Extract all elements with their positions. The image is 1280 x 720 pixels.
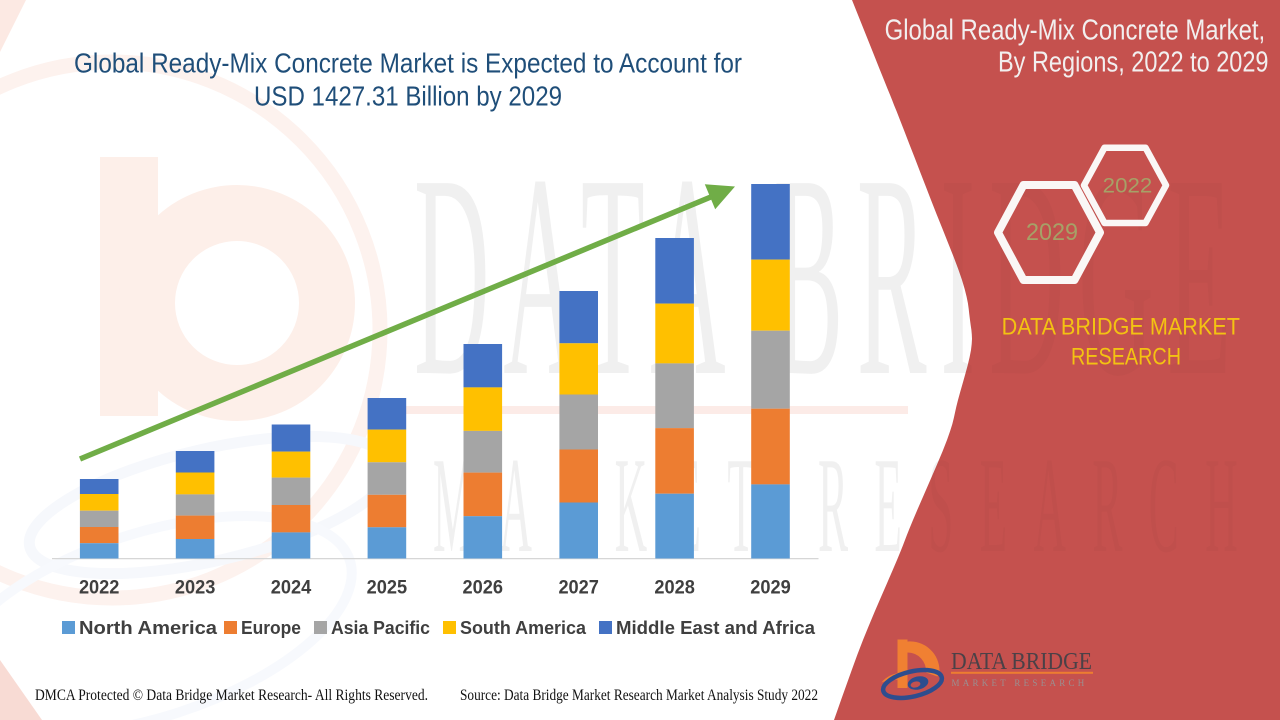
svg-text:2024: 2024 [271, 576, 312, 598]
svg-text:Global Ready-Mix Concrete Mark: Global Ready-Mix Concrete Market, [885, 15, 1266, 47]
svg-text:North America: North America [79, 617, 218, 638]
svg-text:2022: 2022 [1103, 175, 1153, 198]
svg-text:2025: 2025 [367, 576, 408, 598]
svg-text:2028: 2028 [654, 576, 695, 598]
svg-text:RESEARCH: RESEARCH [1071, 344, 1181, 371]
svg-text:2029: 2029 [1026, 219, 1078, 246]
svg-text:Middle East and Africa: Middle East and Africa [616, 617, 816, 638]
svg-text:Global Ready-Mix Concrete Mark: Global Ready-Mix Concrete Market is Expe… [74, 48, 742, 79]
svg-text:2026: 2026 [463, 576, 504, 598]
svg-text:By Regions, 2022 to 2029: By Regions, 2022 to 2029 [998, 47, 1269, 79]
svg-text:USD 1427.31 Billion by 2029: USD 1427.31 Billion by 2029 [254, 81, 562, 112]
svg-text:DATA BRIDGE MARKET: DATA BRIDGE MARKET [1002, 314, 1240, 341]
svg-text:South America: South America [460, 617, 587, 638]
svg-text:2027: 2027 [558, 576, 599, 598]
svg-text:DATA BRIDGE: DATA BRIDGE [951, 649, 1092, 675]
svg-text:Asia Pacific: Asia Pacific [331, 617, 430, 638]
svg-text:2022: 2022 [79, 576, 120, 598]
svg-text:2023: 2023 [175, 576, 216, 598]
svg-text:2029: 2029 [750, 576, 791, 598]
svg-text:DMCA Protected © Data Bridge M: DMCA Protected © Data Bridge Market Rese… [35, 687, 428, 704]
svg-text:MARKET RESEARCH: MARKET RESEARCH [952, 679, 1088, 689]
svg-text:Source: Data Bridge Market Res: Source: Data Bridge Market Research Mark… [460, 687, 818, 704]
svg-text:Europe: Europe [241, 617, 301, 638]
